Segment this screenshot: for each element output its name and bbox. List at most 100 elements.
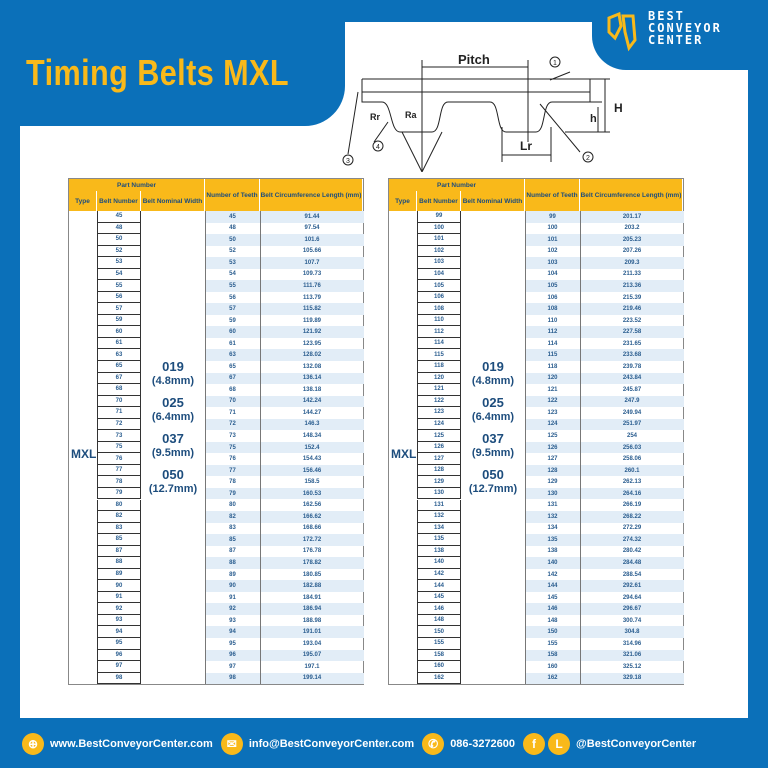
belt-number-cell: 61 [97,337,141,350]
circumference-cell: 262.13 [622,479,642,486]
belt-number-cell: 65 [97,361,141,373]
header-type: Type [69,191,97,211]
belt-number-cell: 98 [97,672,141,685]
circumference-cell: 288.54 [622,571,642,578]
belt-number-cell: 83 [97,522,141,535]
teeth-cell: 76 [229,456,236,463]
callout-4: 4 [376,144,380,151]
table-row: 99 99 201.17 [389,211,684,223]
teeth-cell: 138 [547,548,558,555]
width-code: 019 [482,359,504,374]
teeth-cell: 124 [525,418,580,431]
circumference-cell: 142.24 [260,395,364,408]
table-row: 67 67 136.14 [69,372,364,385]
header-teeth: Number of Teeth [205,179,260,211]
belt-number-cell: 162 [417,672,461,685]
table-row: 55 55 111.76 [69,280,364,292]
circumference-cell: 115.82 [260,303,364,315]
circumference-cell: 292.61 [580,580,684,592]
facebook-icon[interactable]: f [523,733,546,755]
circumference-cell: 160.53 [260,487,364,500]
table-row: 94 94 191.01 [69,626,364,638]
circumference-cell: 128.02 [260,349,364,361]
header-width: Belt Nominal Width [141,191,205,211]
title-band: Timing Belts MXL [0,0,345,126]
table-row: 92 92 186.94 [69,603,364,615]
teeth-cell: 91 [229,594,236,601]
belt-number-cell: 132 [417,511,461,523]
belt-number-cell: 54 [97,268,141,281]
width-mm: (12.7mm) [468,483,518,495]
belt-number-cell: 124 [417,418,461,431]
circumference-cell: 197.1 [304,663,320,670]
circumference-cell: 195.07 [260,649,364,662]
circumference-cell: 156.46 [260,464,364,477]
line-icon[interactable]: L [548,733,571,755]
belt-number-cell: 52 [97,245,141,258]
circumference-cell: 268.22 [580,511,684,523]
table-row: 95 95 193.04 [69,637,363,650]
belt-number-cell: 106 [417,291,461,304]
table-row: 103 103 209.3 [389,257,684,269]
teeth-cell: 103 [525,257,580,269]
belt-number-cell: 63 [97,349,141,361]
table-row: 158 158 321.06 [389,649,684,662]
teeth-cell: 112 [525,326,580,338]
circumference-cell: 260.1 [580,464,684,477]
table-row: 128 128 260.1 [389,464,684,477]
belt-number-cell: 90 [97,580,141,592]
header-part-number: Part Number [69,179,205,191]
teeth-cell: 98 [205,672,260,685]
teeth-cell: 144 [525,580,580,592]
circumference-cell: 123.95 [302,340,322,347]
table-row: 89 89 180.85 [69,568,363,581]
circumference-cell: 274.32 [580,534,684,546]
table-row: 160 160 325.12 [389,661,683,673]
teeth-cell: 45 [205,211,260,223]
belt-number-cell: 120 [417,372,461,385]
teeth-cell: 134 [547,525,558,532]
teeth-cell: 99 [525,211,580,223]
width-mm: (9.5mm) [151,447,195,459]
belt-number-cell: 155 [417,637,461,650]
table-row: 138 138 280.42 [389,545,683,558]
table-row: 102 102 207.26 [389,245,683,258]
circumference-cell: 144.27 [302,409,322,416]
teeth-cell: 121 [547,386,558,393]
table-row: 132 132 268.22 [389,511,684,523]
teeth-cell: 89 [229,571,236,578]
header-circumference: Belt Circumference Length (mm) [580,179,683,211]
table-row: 144 144 292.61 [389,580,684,592]
teeth-cell: 57 [205,303,260,315]
table-row: 73 73 148.34 [69,430,363,442]
circumference-cell: 294.64 [622,594,642,601]
teeth-cell: 78 [229,479,236,486]
circumference-cell: 256.03 [580,441,684,454]
teeth-cell: 96 [205,649,260,662]
width-mm: (9.5mm) [471,447,515,459]
nominal-width-cell: 019 (4.8mm) 025 (6.4mm) 037 (9.5mm) 050 (12.7mm… [461,359,525,503]
teeth-cell: 94 [205,626,260,638]
table-row: 63 63 128.02 [69,349,364,361]
teeth-cell: 135 [525,534,580,546]
belt-number-cell: 142 [417,568,461,581]
teeth-cell: 70 [205,395,260,408]
teeth-cell: 73 [229,433,236,440]
teeth-cell: 53 [205,257,260,269]
phone-number[interactable]: 086-3272600 [450,738,516,750]
circumference-cell: 148.34 [302,433,322,440]
logo-text: BEST CONVEYOR CENTER [648,10,722,46]
belt-number-cell: 130 [417,487,461,500]
circumference-cell: 182.88 [260,580,364,592]
teeth-cell: 79 [205,487,260,500]
belt-number-cell: 110 [417,314,461,327]
belt-number-cell: 78 [97,476,141,488]
email-link[interactable]: info@BestConveyorCenter.com [248,738,415,750]
website-link[interactable]: www.BestConveyorCenter.com [50,738,213,750]
teeth-cell: 114 [547,340,558,347]
circumference-cell: 188.98 [302,617,322,624]
h-label: h [590,113,597,125]
table-row: 60 60 121.92 [69,326,364,338]
teeth-cell: 100 [547,225,558,232]
belt-number-cell: 55 [97,280,141,292]
